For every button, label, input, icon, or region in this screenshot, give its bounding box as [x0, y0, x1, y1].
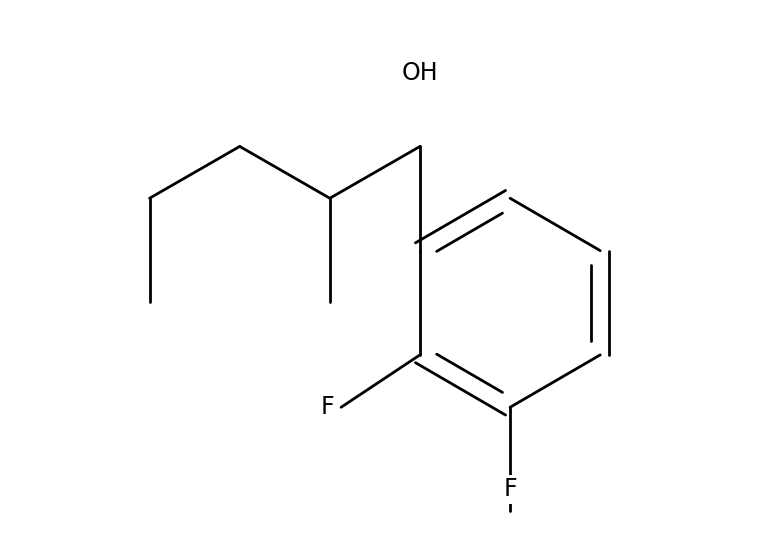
Text: OH: OH — [401, 61, 438, 85]
Text: F: F — [503, 477, 517, 501]
Text: F: F — [321, 395, 335, 420]
